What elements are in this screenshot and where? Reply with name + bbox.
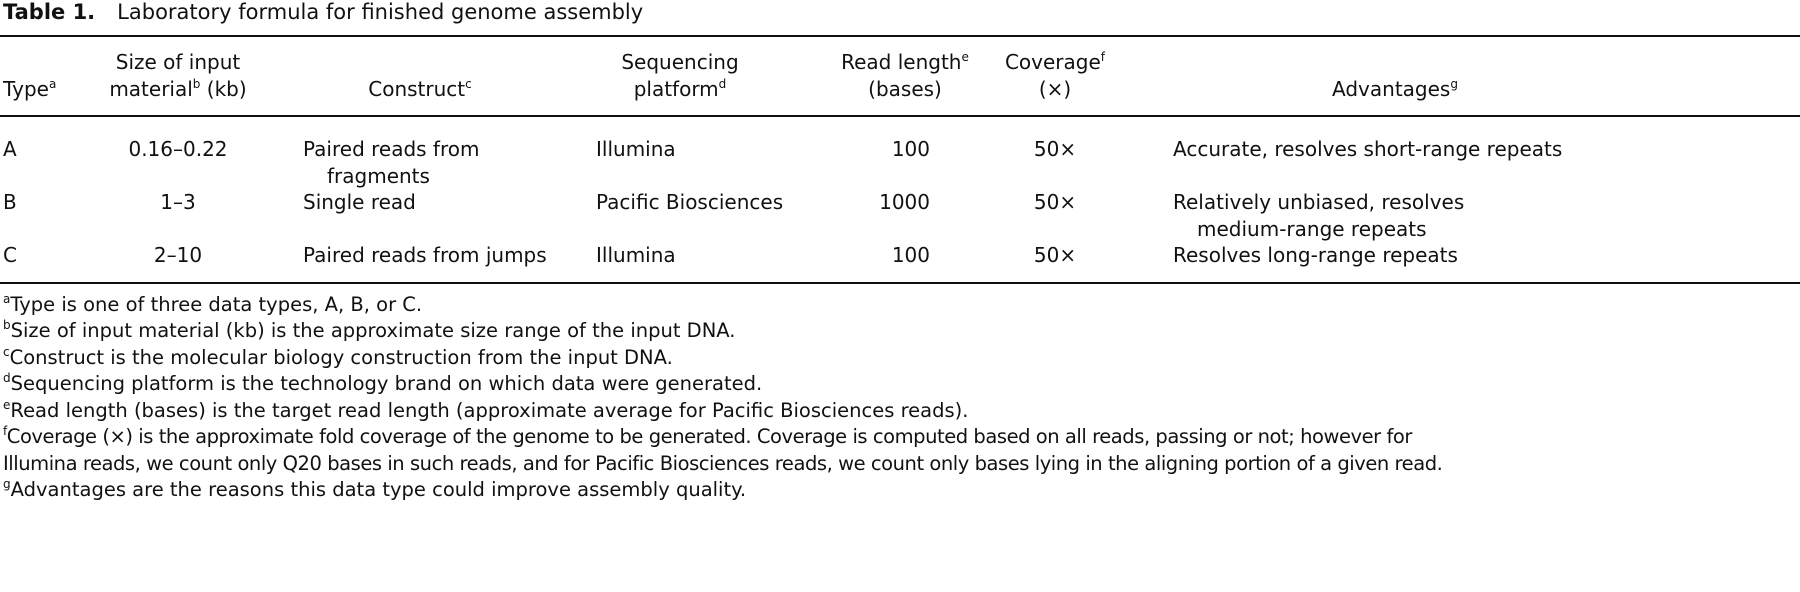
footnote-e: eRead length (bases) is the target read … — [3, 398, 969, 422]
row-b-size: 1–3 — [160, 190, 196, 214]
footnote-b: bSize of input material (kb) is the appr… — [3, 318, 736, 342]
row-b-advantages: Relatively unbiased, resolves medium-rang… — [1173, 190, 1465, 241]
row-a-type: A — [3, 137, 17, 161]
row-c-advantages: Resolves long-range repeats — [1173, 243, 1458, 267]
footnote-a: aType is one of three data types, A, B, … — [3, 292, 423, 316]
row-b-read-length: 1000 — [879, 190, 930, 214]
row-b-type: B — [3, 190, 17, 214]
footnote-d: dSequencing platform is the technology b… — [3, 371, 763, 395]
row-c-type: C — [3, 243, 17, 267]
top-rule — [0, 35, 1800, 37]
table-label: Table 1. — [3, 0, 96, 24]
row-b-construct: Single read — [303, 190, 416, 214]
row-c-construct: Paired reads from jumps — [303, 243, 547, 267]
header-type: Typea — [3, 77, 57, 101]
row-a-platform: Illumina — [596, 137, 676, 161]
row-a-advantages: Accurate, resolves short-range repeats — [1173, 137, 1563, 161]
bottom-rule — [0, 282, 1800, 284]
footnote-g: gAdvantages are the reasons this data ty… — [3, 477, 747, 501]
row-c-coverage: 50× — [1033, 243, 1077, 267]
table-caption: Laboratory formula for finished genome a… — [117, 0, 644, 24]
header-platform: Sequencing platformd — [621, 50, 739, 101]
row-a-size: 0.16–0.22 — [128, 137, 228, 161]
row-c-size: 2–10 — [153, 243, 203, 267]
header-rule — [0, 115, 1800, 117]
row-b-coverage: 50× — [1033, 190, 1077, 214]
table-title: Table 1. Laboratory formula for finished … — [3, 0, 643, 24]
header-construct: Constructc — [368, 77, 472, 101]
header-read-length: Read lengthe (bases) — [841, 50, 969, 101]
header-size: Size of input materialb (kb) — [109, 50, 247, 101]
row-b-platform: Pacific Biosciences — [596, 190, 784, 214]
footnote-f: fCoverage (×) is the approximate fold co… — [3, 424, 1443, 475]
row-c-platform: Illumina — [596, 243, 676, 267]
header-advantages: Advantagesg — [1332, 77, 1458, 101]
row-a-read-length: 100 — [891, 137, 930, 161]
row-a-construct: Paired reads from fragments — [303, 137, 480, 188]
row-a-coverage: 50× — [1033, 137, 1077, 161]
header-coverage: Coveragef (×) — [1004, 50, 1106, 101]
row-c-read-length: 100 — [891, 243, 930, 267]
footnote-c: cConstruct is the molecular biology cons… — [3, 345, 673, 369]
